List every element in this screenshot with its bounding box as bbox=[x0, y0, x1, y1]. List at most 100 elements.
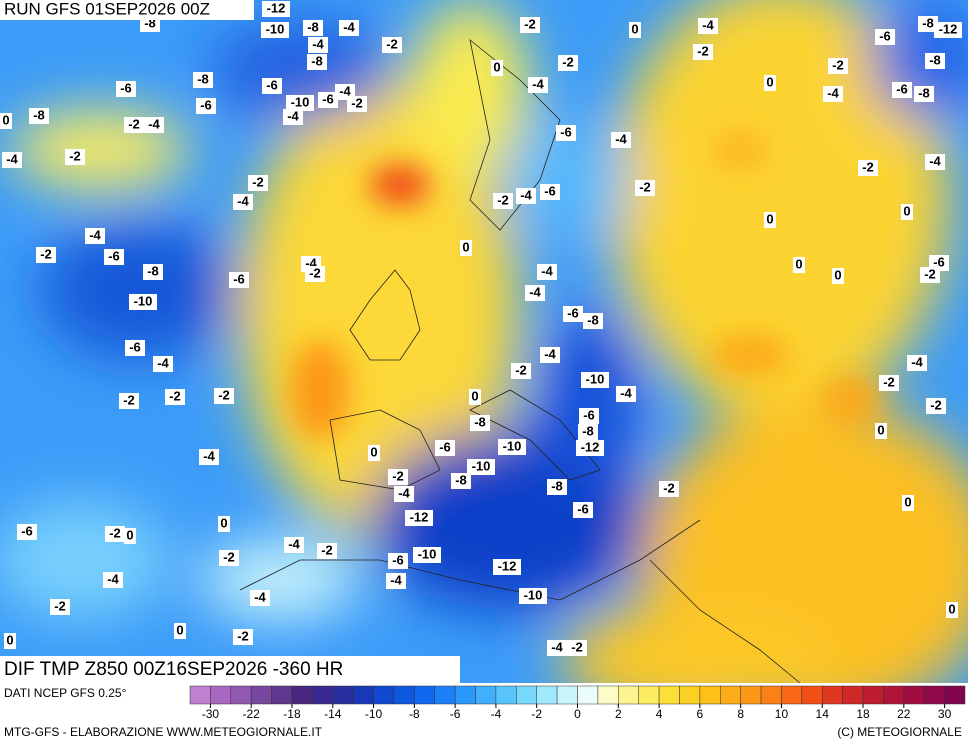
coastlines bbox=[239, 39, 801, 684]
contour-label-bg bbox=[635, 180, 655, 196]
contour-label-bg bbox=[339, 20, 359, 36]
contour-label-bg bbox=[573, 502, 593, 518]
contour-label: -4 bbox=[929, 153, 941, 168]
contour-label-bg bbox=[413, 547, 441, 563]
contour-label: -2 bbox=[515, 362, 527, 377]
colorbar-tick-label: 14 bbox=[816, 707, 830, 721]
credit-label: MTG-GFS - ELABORAZIONE WWW.METEOGIORNALE… bbox=[4, 725, 323, 739]
contour-label-bg bbox=[926, 398, 946, 414]
contour-label: -10 bbox=[472, 458, 491, 473]
contour-label-bg bbox=[491, 60, 503, 76]
contour-label: -4 bbox=[620, 385, 632, 400]
colorbar-swatch bbox=[332, 685, 354, 705]
contour-label: -12 bbox=[410, 509, 429, 524]
contour-label-bg bbox=[0, 113, 12, 129]
contour-label: 0 bbox=[370, 444, 377, 459]
contour-label-bg bbox=[144, 117, 164, 133]
copyright-label: (C) METEOGIORNALE bbox=[837, 725, 962, 739]
contour-label: 0 bbox=[795, 256, 802, 271]
contour-label: -2 bbox=[309, 265, 321, 280]
contour-label-bg bbox=[925, 53, 945, 69]
contour-label-bg bbox=[65, 149, 85, 165]
contour-label-bg bbox=[764, 212, 776, 228]
colorbar-swatch bbox=[638, 685, 660, 705]
colorbar-tick-label: -18 bbox=[283, 707, 301, 721]
contour-label-bg bbox=[920, 267, 940, 283]
contour-label-bg bbox=[174, 623, 186, 639]
contour-label-bg bbox=[165, 389, 185, 405]
contour-label: -10 bbox=[503, 438, 522, 453]
contour-label: -2 bbox=[54, 598, 66, 613]
contour-label-bg bbox=[308, 37, 328, 53]
colorbar-swatch bbox=[291, 685, 313, 705]
contour-label-bg bbox=[119, 393, 139, 409]
contour-label-bg bbox=[540, 347, 560, 363]
contour-label-bg bbox=[793, 257, 805, 273]
contour-label: 0 bbox=[220, 515, 227, 530]
contour-label-bg bbox=[435, 440, 455, 456]
contour-label: 0 bbox=[6, 632, 13, 647]
colorbar-swatch bbox=[658, 685, 680, 705]
colorbar: -30 -22 -18 -14 -10 -8 -6 -4 -2 0 2 4 6 8 10 14 18 22 30 bbox=[189, 685, 966, 721]
contour-label: -12 bbox=[939, 21, 958, 36]
contour-label-bg bbox=[470, 415, 490, 431]
field-box bbox=[0, 656, 460, 683]
contour-label-bg bbox=[460, 240, 472, 256]
contour-label-bg bbox=[388, 469, 408, 485]
contour-label-bg bbox=[764, 75, 776, 91]
colorbar-tick-label: 18 bbox=[856, 707, 870, 721]
contour-label-bg bbox=[218, 516, 230, 532]
contour-label-bg bbox=[105, 526, 125, 542]
colorbar-swatch bbox=[414, 685, 435, 705]
contour-label-bg bbox=[616, 386, 636, 402]
contour-label-bg bbox=[125, 340, 145, 356]
run-box bbox=[0, 0, 254, 20]
contour-label-bg bbox=[103, 572, 123, 588]
contour-label: -2 bbox=[123, 392, 135, 407]
colorbar-swatch bbox=[373, 685, 395, 705]
contour-label: -12 bbox=[581, 439, 600, 454]
contour-label-bg bbox=[511, 363, 531, 379]
colorbar-swatch bbox=[516, 685, 537, 705]
contour-label-bg bbox=[493, 559, 521, 575]
contour-label: -6 bbox=[879, 28, 891, 43]
colorbar-tick-label: -14 bbox=[324, 707, 342, 721]
colorbar-swatch bbox=[760, 685, 782, 705]
contour-label-bg bbox=[261, 22, 289, 38]
contour-label-bg bbox=[611, 132, 631, 148]
contour-label-bg bbox=[382, 37, 402, 53]
colorbar-tick-label: 2 bbox=[615, 707, 622, 721]
contour-label: -8 bbox=[929, 52, 941, 67]
contour-label: -10 bbox=[586, 371, 605, 386]
colorbar-swatch bbox=[903, 685, 925, 705]
contour-label-bg bbox=[2, 152, 22, 168]
contour-label: -12 bbox=[267, 0, 286, 15]
colorbar-swatch bbox=[597, 685, 619, 705]
contour-label: -4 bbox=[615, 131, 627, 146]
contour-label-bg bbox=[498, 439, 526, 455]
contour-label-bg bbox=[451, 473, 471, 489]
contour-label: -6 bbox=[392, 552, 404, 567]
contour-label: -2 bbox=[386, 36, 398, 51]
colorbar-swatch bbox=[230, 685, 252, 705]
map-field bbox=[0, 0, 968, 720]
contour-labels: -8-12-10 -8 -4-4 -2-8-2 0 -4-2-6-8 -12-8-8-6-6… bbox=[0, 0, 962, 656]
contour-label: -4 bbox=[551, 639, 563, 654]
contour-label: -6 bbox=[108, 248, 120, 263]
colorbar-swatch bbox=[352, 685, 374, 705]
contour-label: -8 bbox=[147, 263, 159, 278]
contour-label-bg bbox=[388, 553, 408, 569]
contour-label-bg bbox=[143, 264, 163, 280]
contour-label-bg bbox=[29, 108, 49, 124]
colorbar-swatch bbox=[312, 685, 334, 705]
contour-label-bg bbox=[828, 58, 848, 74]
colorbar-tick-label: 10 bbox=[775, 707, 789, 721]
contour-label-bg bbox=[547, 640, 567, 656]
contour-label: -4 bbox=[702, 17, 714, 32]
contour-label-bg bbox=[520, 17, 540, 33]
contour-label-bg bbox=[405, 510, 433, 526]
contour-label-bg bbox=[576, 440, 604, 456]
contour-label: 0 bbox=[877, 422, 884, 437]
contour-label-bg bbox=[124, 117, 144, 133]
contour-label-bg bbox=[214, 388, 234, 404]
